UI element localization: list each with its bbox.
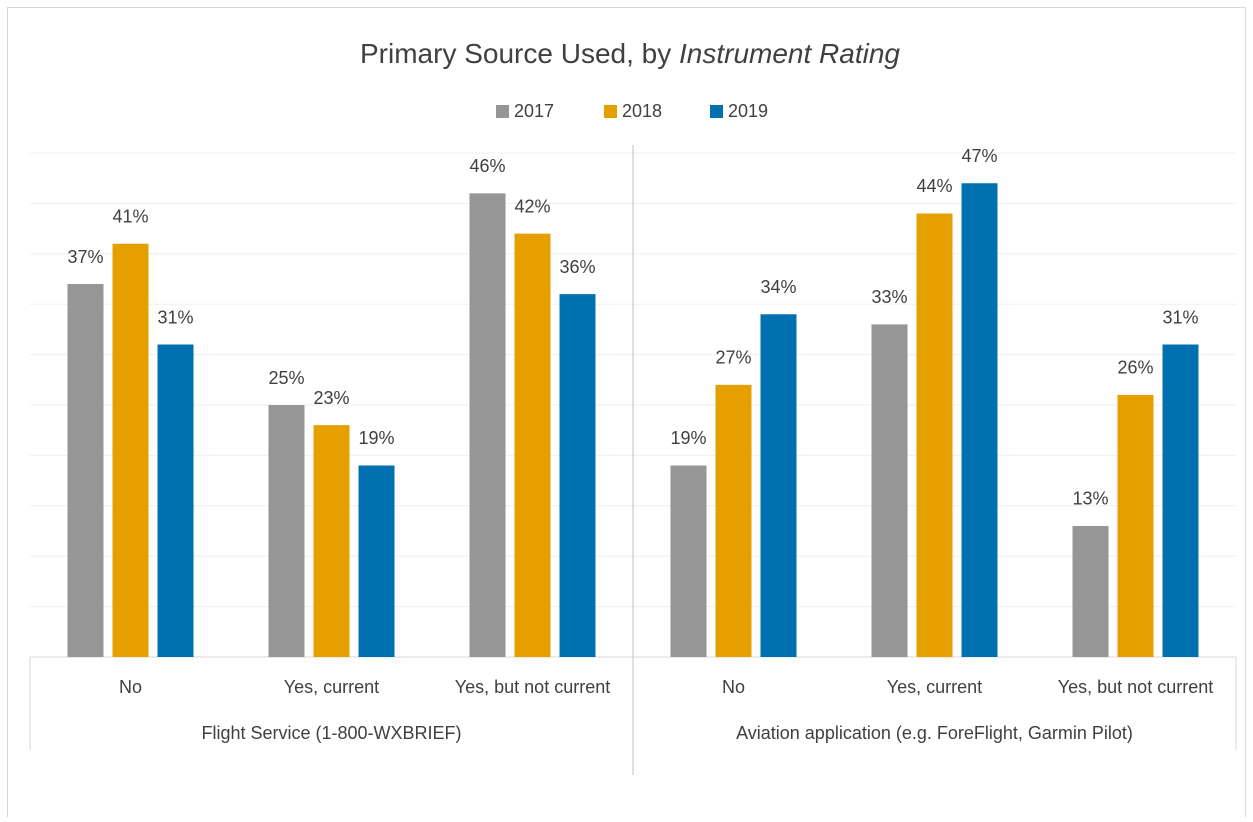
bar: [358, 465, 395, 657]
data-label: 34%: [760, 277, 796, 297]
chart-frame: [7, 7, 1246, 822]
legend-label: 2018: [622, 101, 662, 121]
bar: [1117, 394, 1154, 657]
data-label: 26%: [1117, 358, 1153, 378]
data-label: 46%: [469, 156, 505, 176]
data-label: 41%: [112, 206, 148, 226]
group-label: Flight Service (1-800-WXBRIEF): [201, 723, 461, 743]
legend-swatch: [496, 105, 509, 118]
data-label: 19%: [358, 428, 394, 448]
bar: [961, 183, 998, 658]
data-label: 42%: [514, 196, 550, 216]
data-label: 25%: [268, 368, 304, 388]
data-label: 37%: [67, 247, 103, 267]
bar: [268, 405, 305, 657]
data-label: 19%: [670, 428, 706, 448]
data-label: 36%: [559, 257, 595, 277]
bar: [112, 243, 149, 657]
bar: [1072, 525, 1109, 657]
title-text: Primary Source Used, by: [360, 38, 671, 69]
legend-label: 2019: [728, 101, 768, 121]
bar: [313, 425, 350, 657]
title-italic: Instrument Rating: [679, 38, 900, 69]
data-label: 44%: [916, 176, 952, 196]
x-tick-label: Yes, but not current: [1058, 677, 1213, 697]
data-label: 23%: [313, 388, 349, 408]
group-label: Aviation application (e.g. ForeFlight, G…: [736, 723, 1133, 743]
data-label: 13%: [1072, 489, 1108, 509]
x-tick-label: Yes, current: [284, 677, 379, 697]
bar: [871, 324, 908, 657]
bar: [1162, 344, 1199, 657]
data-label: 31%: [1162, 307, 1198, 327]
bar: [760, 314, 797, 657]
bar: [715, 384, 752, 657]
bar: [559, 294, 596, 657]
bar: [514, 233, 551, 657]
x-tick-label: No: [722, 677, 745, 697]
x-tick-label: No: [119, 677, 142, 697]
x-tick-label: Yes, current: [887, 677, 982, 697]
bar: [157, 344, 194, 657]
data-label: 31%: [157, 307, 193, 327]
bar: [670, 465, 707, 657]
chart-title: Primary Source Used, by Instrument Ratin…: [360, 38, 900, 69]
legend-swatch: [710, 105, 723, 118]
x-tick-label: Yes, but not current: [455, 677, 610, 697]
data-label: 47%: [961, 146, 997, 166]
bar: [67, 284, 104, 657]
legend-label: 2017: [514, 101, 554, 121]
data-label: 33%: [871, 287, 907, 307]
bar: [916, 213, 953, 658]
bar: [469, 193, 506, 657]
data-label: 27%: [715, 348, 751, 368]
legend-swatch: [604, 105, 617, 118]
